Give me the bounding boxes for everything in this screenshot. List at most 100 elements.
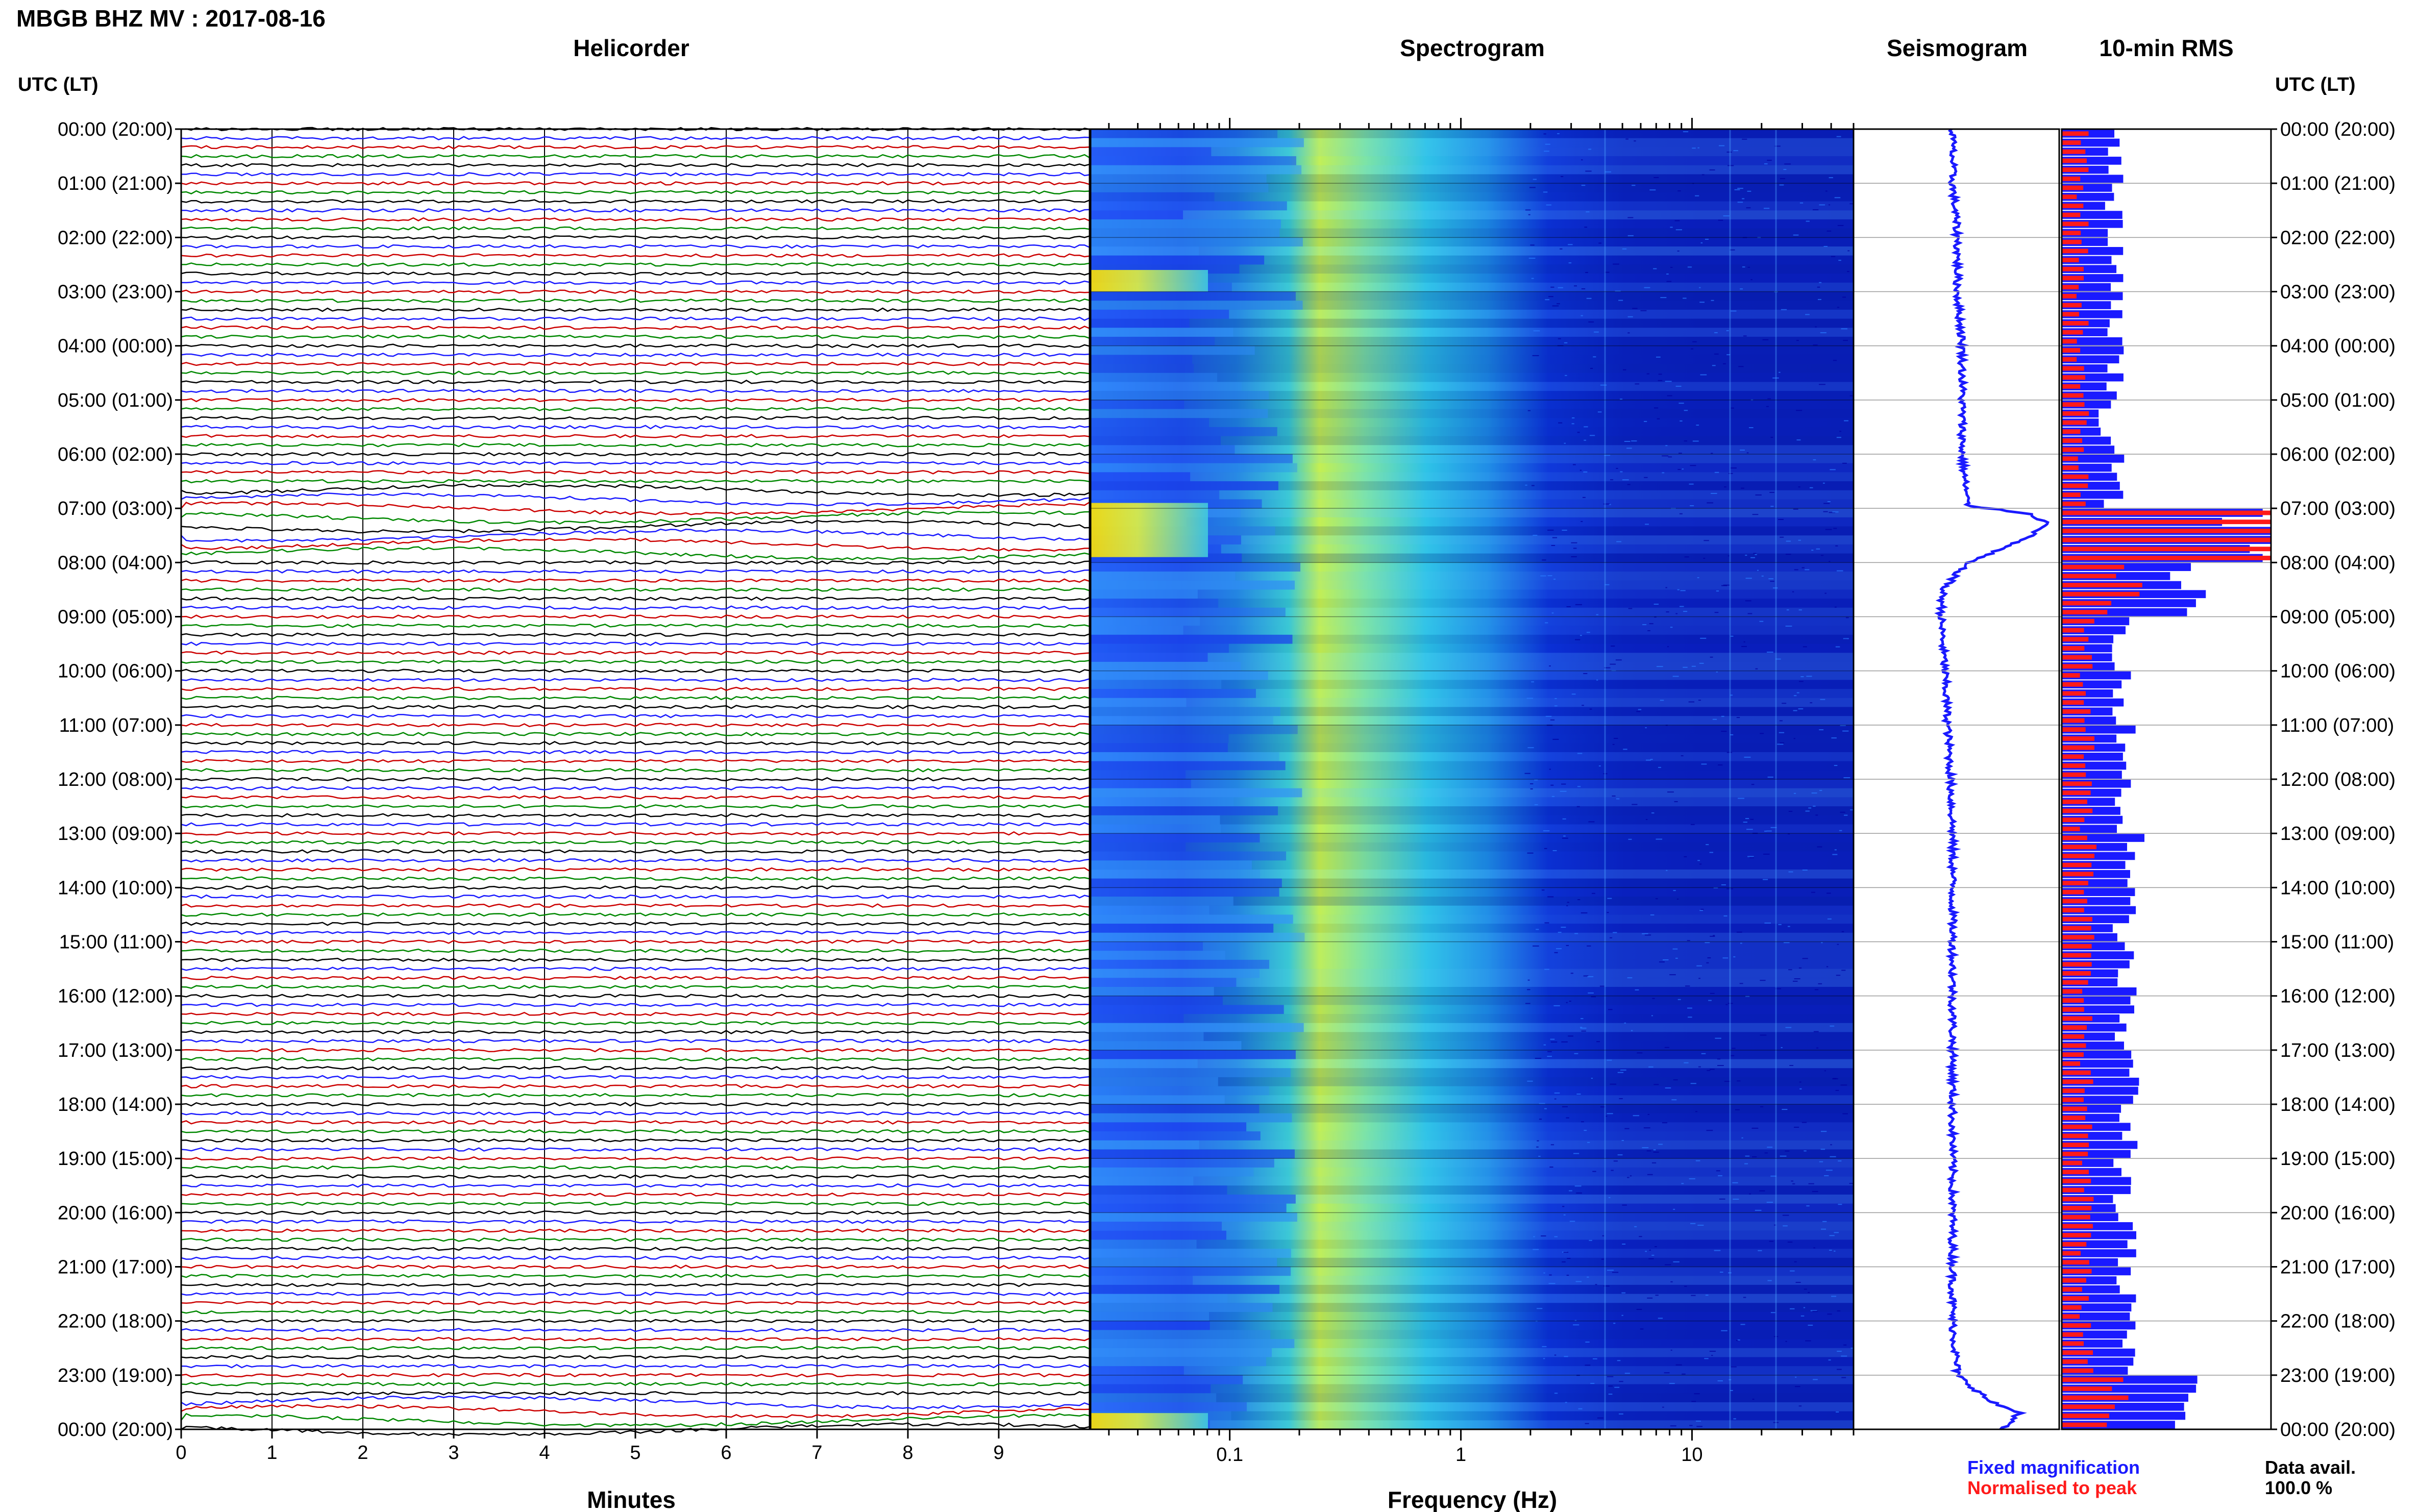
spectrogram-row	[1091, 192, 1854, 202]
spectrogram-speckle	[1770, 581, 1774, 582]
spectrogram-speckle	[1549, 1274, 1552, 1276]
helicorder-trace	[181, 226, 1090, 231]
rms-bar-normalised	[2062, 763, 2086, 768]
time-label-left: 09:00 (05:00)	[58, 607, 173, 628]
rms-bar-normalised	[2062, 293, 2077, 299]
spectrogram-speckle	[1634, 140, 1636, 142]
spectrogram-speckle	[1784, 163, 1791, 165]
spectrogram-row	[1091, 860, 1854, 870]
spectrogram-low-block	[1091, 978, 1237, 987]
spectrogram-speckle	[1804, 1288, 1807, 1290]
spectrogram-speckle	[1667, 646, 1669, 648]
helicorder-trace	[181, 1210, 1090, 1215]
spectrogram-speckle	[1786, 540, 1791, 542]
rms-bar-normalised	[2062, 149, 2086, 154]
spectrogram-speckle	[1850, 809, 1853, 811]
spectrogram-speckle	[1611, 1170, 1614, 1171]
spectrogram-panel	[1091, 129, 1857, 1430]
spectrogram-speckle	[1718, 219, 1723, 221]
spectrogram-speckle	[1780, 536, 1784, 538]
spectrogram-xtick-label: 1	[1455, 1444, 1466, 1466]
rms-bar-normalised	[2062, 637, 2089, 642]
spectrogram-speckle	[1533, 1249, 1539, 1250]
spectrogram-row	[1091, 1276, 1854, 1285]
spectrogram-speckle	[1587, 976, 1594, 977]
spectrogram-speckle	[1736, 931, 1742, 933]
helicorder-trace	[181, 614, 1090, 619]
spectrogram-speckle	[1827, 1313, 1832, 1315]
spectrogram-speckle	[1773, 1336, 1779, 1337]
spectrogram-speckle	[1540, 575, 1546, 577]
spectrogram-speckle	[1845, 617, 1849, 618]
rms-bar-normalised	[2062, 537, 2271, 542]
spectrogram-speckle	[1586, 211, 1590, 213]
helicorder-trace	[181, 569, 1090, 574]
spectrogram-speckle	[1566, 905, 1568, 906]
spectrogram-speckle	[1682, 468, 1684, 470]
time-label-left: 08:00 (04:00)	[58, 552, 173, 574]
spectrogram-speckle	[1833, 528, 1837, 529]
spectrogram-speckle	[1609, 504, 1611, 505]
rms-bar-normalised	[2062, 1224, 2093, 1229]
spectrogram-speckle	[1827, 501, 1831, 502]
spectrogram-speckle	[1551, 612, 1554, 614]
spectrogram-speckle	[1584, 1130, 1587, 1131]
spectrogram-speckle	[1626, 448, 1632, 449]
spectrogram-speckle	[1613, 1160, 1618, 1162]
spectrogram-low-block	[1091, 165, 1302, 175]
rms-bar-normalised	[2062, 591, 2140, 597]
spectrogram-low-block	[1091, 986, 1214, 996]
spectrogram-speckle	[1752, 514, 1759, 515]
spectrogram-speckle	[1581, 1030, 1586, 1032]
spectrogram-low-block	[1091, 1393, 1217, 1402]
spectrogram-speckle	[1772, 377, 1779, 379]
spectrogram-speckle	[1838, 1204, 1842, 1205]
spectrogram-speckle	[1822, 1221, 1827, 1222]
spectrogram-low-block	[1091, 1167, 1254, 1177]
spectrogram-speckle	[1740, 943, 1742, 944]
spectrogram-speckle	[1770, 1175, 1776, 1177]
spectrogram-speckle	[1651, 812, 1655, 814]
spectrogram-speckle	[1616, 467, 1618, 469]
spectrogram-speckle	[1735, 1109, 1740, 1110]
spectrogram-speckle	[1809, 487, 1813, 488]
spectrogram-speckle	[1742, 198, 1745, 200]
spectrogram-low-block	[1091, 336, 1215, 346]
spectrogram-speckle	[1632, 308, 1638, 309]
spectrogram-speckle	[1700, 637, 1707, 639]
spectrogram-speckle	[1632, 185, 1636, 186]
spectrogram-low-block	[1091, 373, 1218, 382]
spectrogram-low-block	[1091, 454, 1293, 463]
spectrogram-speckle	[1599, 985, 1605, 987]
spectrogram-speckle	[1767, 1147, 1773, 1148]
spectrogram-speckle	[1665, 1087, 1671, 1089]
helicorder-trace	[181, 1265, 1090, 1269]
spectrogram-speckle	[1705, 238, 1709, 240]
spectrogram-speckle	[1709, 852, 1714, 853]
spectrogram-low-block	[1091, 716, 1273, 725]
spectrogram-speckle	[1732, 1048, 1736, 1049]
spectrogram-speckle	[1549, 1167, 1553, 1168]
left-axis-header: UTC (LT)	[18, 74, 98, 95]
spectrogram-speckle	[1610, 663, 1616, 665]
spectrogram-speckle	[1645, 727, 1647, 729]
spectrogram-speckle	[1706, 962, 1709, 963]
spectrogram-speckle	[1830, 1156, 1836, 1157]
spectrogram-low-block	[1091, 1222, 1222, 1231]
spectrogram-speckle	[1662, 1406, 1664, 1408]
spectrogram-speckle	[1819, 789, 1822, 791]
spectrogram-speckle	[1742, 237, 1747, 238]
spectrogram-speckle	[1670, 227, 1673, 228]
spectrogram-speckle	[1824, 1175, 1829, 1177]
helicorder-trace	[181, 596, 1090, 601]
spectrogram-low-block	[1091, 969, 1260, 978]
helicorder-trace	[181, 939, 1090, 944]
rms-bar-normalised	[2062, 673, 2080, 678]
helicorder-trace	[181, 966, 1090, 971]
spectrogram-speckle	[1646, 373, 1649, 375]
spectrogram-speckle	[1552, 738, 1559, 740]
spectrogram-row	[1091, 336, 1854, 346]
rms-bar-normalised	[2062, 1070, 2091, 1075]
spectrogram-speckle	[1544, 848, 1547, 849]
spectrogram-speckle	[1849, 1183, 1855, 1184]
